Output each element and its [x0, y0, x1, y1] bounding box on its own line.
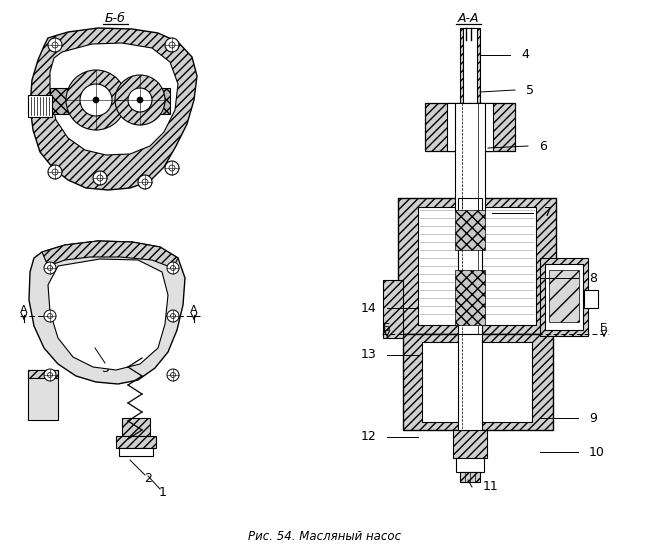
Bar: [50, 88, 170, 114]
Polygon shape: [30, 28, 197, 190]
Polygon shape: [29, 241, 185, 384]
Bar: [447, 103, 493, 151]
Text: 5: 5: [526, 83, 534, 96]
Circle shape: [167, 310, 179, 322]
Circle shape: [170, 373, 176, 378]
Text: 11: 11: [483, 481, 499, 494]
Text: 6: 6: [539, 140, 547, 152]
Text: 10: 10: [589, 446, 605, 459]
Circle shape: [44, 310, 56, 322]
Text: 14: 14: [360, 301, 376, 315]
Bar: [418, 207, 536, 325]
Circle shape: [44, 369, 56, 381]
Circle shape: [52, 169, 58, 175]
Bar: [455, 103, 485, 211]
Bar: [422, 342, 532, 422]
Circle shape: [97, 175, 103, 181]
Bar: [458, 334, 482, 430]
Text: Б: Б: [384, 323, 391, 333]
Text: 13: 13: [360, 349, 376, 362]
Circle shape: [128, 88, 152, 112]
Bar: [460, 472, 480, 482]
Bar: [116, 436, 156, 448]
Text: Б: Б: [600, 323, 608, 333]
Bar: [403, 334, 553, 430]
Text: 1: 1: [159, 486, 167, 499]
Bar: [549, 270, 579, 322]
Circle shape: [47, 373, 53, 378]
Bar: [584, 290, 598, 308]
Circle shape: [48, 165, 62, 179]
Text: 2: 2: [144, 471, 152, 484]
Circle shape: [115, 75, 165, 125]
Circle shape: [52, 42, 58, 48]
Bar: [425, 103, 515, 151]
Text: Рис. 54. Масляный насос: Рис. 54. Масляный насос: [248, 529, 402, 543]
Circle shape: [80, 84, 112, 116]
Circle shape: [169, 42, 175, 48]
Text: А-А: А-А: [457, 12, 479, 25]
Text: А: А: [20, 305, 28, 315]
Text: 9: 9: [589, 412, 597, 425]
Circle shape: [138, 175, 152, 189]
Circle shape: [47, 265, 53, 271]
Text: 12: 12: [360, 431, 376, 443]
Circle shape: [66, 70, 126, 130]
Bar: [456, 458, 484, 472]
Polygon shape: [50, 43, 178, 155]
Circle shape: [48, 38, 62, 52]
Circle shape: [142, 179, 148, 185]
Bar: [455, 210, 485, 250]
Bar: [460, 28, 480, 103]
Circle shape: [47, 313, 53, 318]
Bar: [545, 264, 583, 330]
Bar: [28, 95, 52, 117]
Circle shape: [170, 265, 176, 271]
Text: Б-б: Б-б: [105, 12, 125, 25]
Bar: [455, 270, 485, 325]
Circle shape: [167, 369, 179, 381]
Circle shape: [93, 97, 99, 103]
Polygon shape: [48, 259, 168, 370]
Bar: [383, 280, 403, 338]
Circle shape: [137, 97, 143, 103]
Polygon shape: [42, 241, 178, 268]
Bar: [28, 370, 58, 378]
Text: 8: 8: [589, 271, 597, 284]
Circle shape: [44, 262, 56, 274]
Circle shape: [93, 171, 107, 185]
Bar: [453, 430, 487, 458]
Text: 3: 3: [101, 362, 109, 374]
Circle shape: [167, 262, 179, 274]
Bar: [463, 28, 477, 103]
Circle shape: [165, 161, 179, 175]
Circle shape: [165, 38, 179, 52]
Bar: [540, 258, 588, 336]
Bar: [122, 418, 150, 436]
Text: 4: 4: [521, 49, 529, 61]
Circle shape: [169, 165, 175, 171]
Bar: [458, 198, 482, 334]
Bar: [119, 448, 153, 456]
Bar: [28, 370, 58, 420]
Circle shape: [170, 313, 176, 318]
Bar: [398, 198, 556, 334]
Text: 7: 7: [544, 207, 552, 220]
Text: А: А: [190, 305, 198, 315]
